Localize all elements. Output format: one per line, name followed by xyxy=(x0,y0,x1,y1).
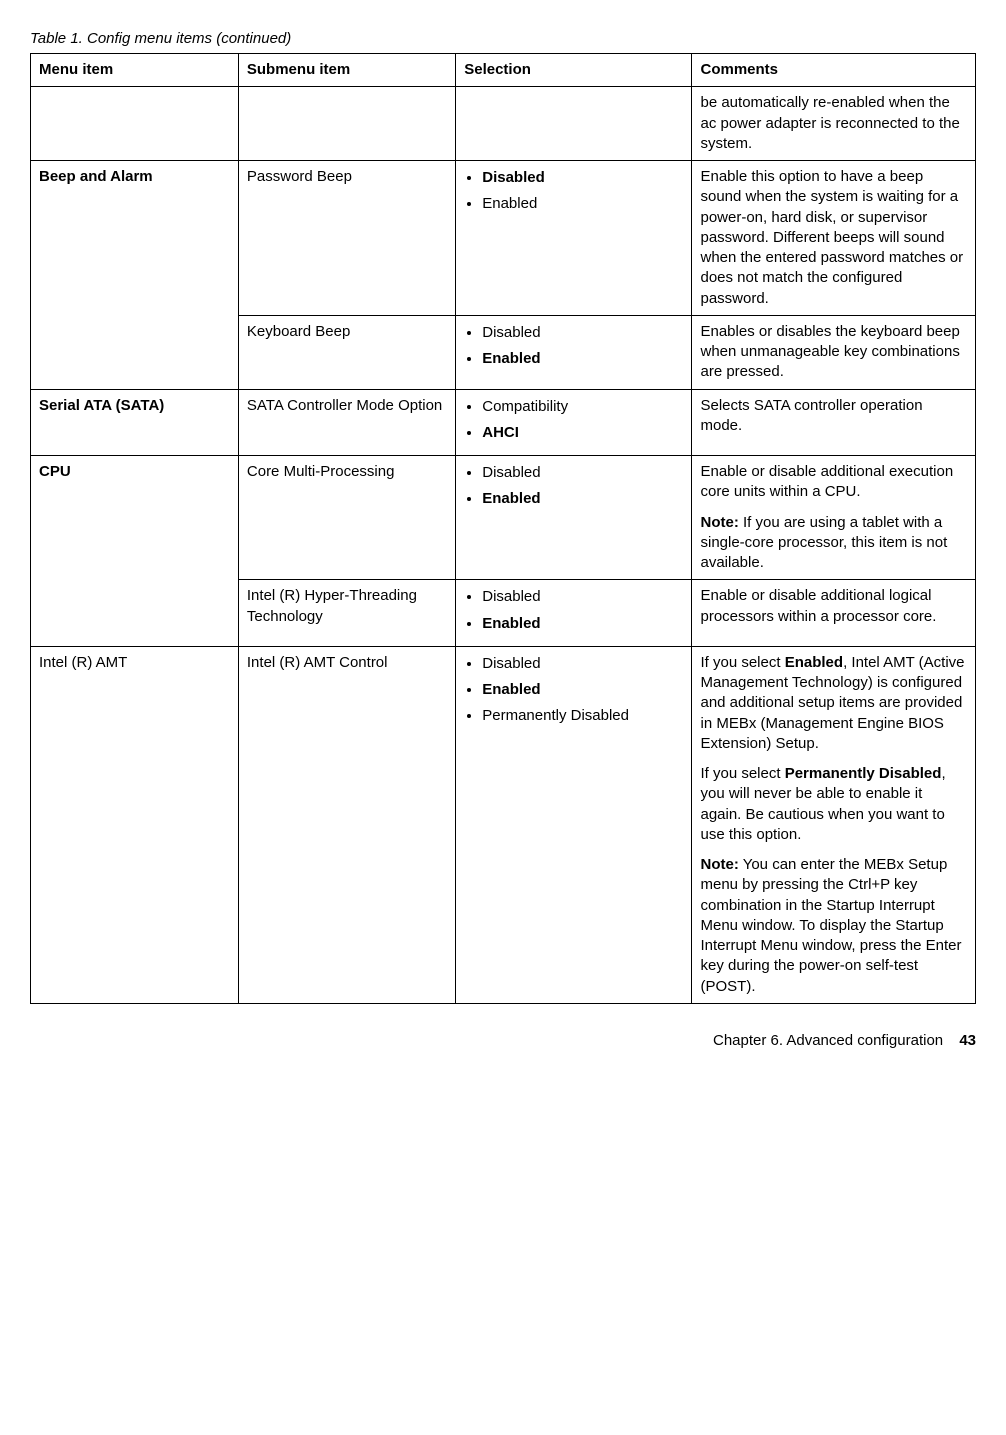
cell-selection: Disabled Enabled xyxy=(456,161,692,316)
cell-menu xyxy=(31,87,239,161)
selection-list: Disabled Enabled xyxy=(464,463,683,510)
selection-list: Disabled Enabled xyxy=(464,587,683,634)
cell-submenu: Keyboard Beep xyxy=(238,315,455,389)
selection-item: Permanently Disabled xyxy=(482,706,683,726)
comment-text: If you select Permanently Disabled, you … xyxy=(700,764,967,845)
table-caption: Table 1. Config menu items (continued) xyxy=(30,30,976,47)
selection-item: Disabled xyxy=(482,654,683,674)
selection-item: Enabled xyxy=(482,194,683,214)
cell-menu: CPU xyxy=(31,456,239,647)
cell-menu: Beep and Alarm xyxy=(31,161,239,390)
cell-comments: be automatically re-enabled when the ac … xyxy=(692,87,976,161)
table-header-row: Menu item Submenu item Selection Comment… xyxy=(31,54,976,87)
cell-comments: Enables or disables the keyboard beep wh… xyxy=(692,315,976,389)
header-menu-item: Menu item xyxy=(31,54,239,87)
header-submenu-item: Submenu item xyxy=(238,54,455,87)
cell-submenu: Core Multi-Processing xyxy=(238,456,455,580)
selection-list: Compatibility AHCI xyxy=(464,397,683,444)
comment-note: Note: You can enter the MEBx Setup menu … xyxy=(700,855,967,997)
table-row: Intel (R) AMT Intel (R) AMT Control Disa… xyxy=(31,646,976,1003)
cell-submenu: Intel (R) Hyper-Threading Technology xyxy=(238,580,455,647)
selection-item: Enabled xyxy=(482,680,683,700)
cell-selection: Disabled Enabled xyxy=(456,456,692,580)
menu-label: CPU xyxy=(39,463,71,480)
cell-comments: Enable or disable additional logical pro… xyxy=(692,580,976,647)
selection-item: Disabled xyxy=(482,587,683,607)
selection-item: Disabled xyxy=(482,463,683,483)
cell-selection: Compatibility AHCI xyxy=(456,389,692,456)
selection-item: Enabled xyxy=(482,349,683,369)
selection-item: AHCI xyxy=(482,423,683,443)
selection-item: Enabled xyxy=(482,489,683,509)
selection-item: Enabled xyxy=(482,614,683,634)
table-row: be automatically re-enabled when the ac … xyxy=(31,87,976,161)
table-row: Serial ATA (SATA) SATA Controller Mode O… xyxy=(31,389,976,456)
comment-text: Enable or disable additional execution c… xyxy=(700,462,967,503)
footer-page-number: 43 xyxy=(959,1032,976,1049)
cell-menu: Serial ATA (SATA) xyxy=(31,389,239,456)
cell-submenu: SATA Controller Mode Option xyxy=(238,389,455,456)
cell-comments: Enable or disable additional execution c… xyxy=(692,456,976,580)
cell-menu: Intel (R) AMT xyxy=(31,646,239,1003)
cell-submenu: Password Beep xyxy=(238,161,455,316)
cell-selection: Disabled Enabled xyxy=(456,580,692,647)
page-footer: Chapter 6. Advanced configuration 43 xyxy=(30,1032,976,1049)
config-table: Menu item Submenu item Selection Comment… xyxy=(30,53,976,1004)
cell-submenu: Intel (R) AMT Control xyxy=(238,646,455,1003)
menu-label: Serial ATA (SATA) xyxy=(39,397,164,414)
table-row: CPU Core Multi-Processing Disabled Enabl… xyxy=(31,456,976,580)
cell-comments: Enable this option to have a beep sound … xyxy=(692,161,976,316)
selection-item: Disabled xyxy=(482,323,683,343)
header-comments: Comments xyxy=(692,54,976,87)
cell-submenu xyxy=(238,87,455,161)
comment-note: Note: If you are using a tablet with a s… xyxy=(700,513,967,574)
cell-selection xyxy=(456,87,692,161)
footer-chapter: Chapter 6. Advanced configuration xyxy=(713,1032,943,1049)
menu-label: Beep and Alarm xyxy=(39,168,153,185)
cell-selection: Disabled Enabled Permanently Disabled xyxy=(456,646,692,1003)
table-row: Beep and Alarm Password Beep Disabled En… xyxy=(31,161,976,316)
cell-comments: Selects SATA controller operation mode. xyxy=(692,389,976,456)
selection-list: Disabled Enabled xyxy=(464,323,683,370)
selection-list: Disabled Enabled xyxy=(464,168,683,215)
comment-text: If you select Enabled, Intel AMT (Active… xyxy=(700,653,967,754)
selection-item: Disabled xyxy=(482,168,683,188)
cell-comments: If you select Enabled, Intel AMT (Active… xyxy=(692,646,976,1003)
selection-list: Disabled Enabled Permanently Disabled xyxy=(464,654,683,727)
selection-item: Compatibility xyxy=(482,397,683,417)
cell-selection: Disabled Enabled xyxy=(456,315,692,389)
header-selection: Selection xyxy=(456,54,692,87)
